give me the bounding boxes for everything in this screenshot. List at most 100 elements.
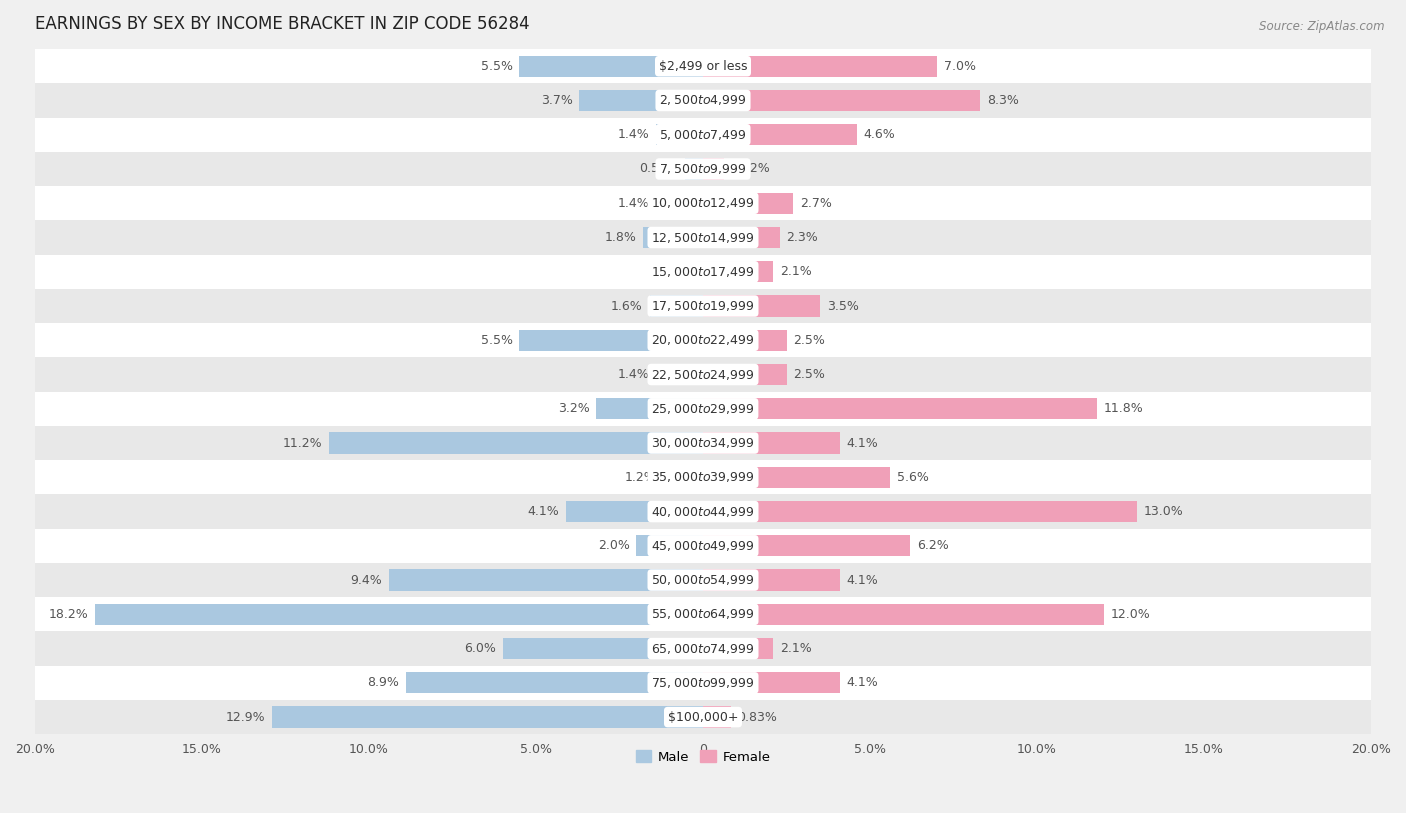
Bar [657,124,703,146]
Text: $65,000 to $74,999: $65,000 to $74,999 [651,641,755,655]
Text: $2,499 or less: $2,499 or less [659,59,747,72]
Bar [703,535,910,556]
Bar [662,467,703,488]
Text: 2.1%: 2.1% [780,642,811,655]
Text: $17,500 to $19,999: $17,500 to $19,999 [651,299,755,313]
Bar [406,672,703,693]
Bar [703,227,780,248]
Text: 12.0%: 12.0% [1111,608,1150,621]
Bar [643,227,703,248]
Text: 0.83%: 0.83% [737,711,778,724]
Text: 1.4%: 1.4% [617,128,650,141]
Text: $50,000 to $54,999: $50,000 to $54,999 [651,573,755,587]
Bar [703,467,890,488]
Text: $75,000 to $99,999: $75,000 to $99,999 [651,676,755,690]
Text: 2.7%: 2.7% [800,197,832,210]
Bar [703,433,839,454]
Text: 0.53%: 0.53% [638,163,679,176]
Bar [35,460,1371,494]
Text: 3.5%: 3.5% [827,299,859,312]
Bar [519,329,703,351]
Text: 4.1%: 4.1% [527,505,560,518]
Bar [567,501,703,522]
Bar [35,152,1371,186]
Bar [389,569,703,591]
Text: 3.2%: 3.2% [558,402,589,415]
Bar [35,666,1371,700]
Text: 2.0%: 2.0% [598,539,630,552]
Text: 4.1%: 4.1% [846,437,879,450]
Text: 0.62%: 0.62% [730,163,770,176]
Bar [35,700,1371,734]
Text: $45,000 to $49,999: $45,000 to $49,999 [651,539,755,553]
Bar [35,254,1371,289]
Bar [273,706,703,728]
Text: $10,000 to $12,499: $10,000 to $12,499 [651,196,755,211]
Bar [579,90,703,111]
Bar [35,220,1371,254]
Bar [685,159,703,180]
Bar [657,193,703,214]
Bar [35,632,1371,666]
Text: $20,000 to $22,499: $20,000 to $22,499 [651,333,755,347]
Text: 1.2%: 1.2% [624,471,657,484]
Bar [35,494,1371,528]
Text: 1.4%: 1.4% [617,197,650,210]
Text: $55,000 to $64,999: $55,000 to $64,999 [651,607,755,621]
Text: 9.4%: 9.4% [350,573,382,586]
Bar [703,398,1097,420]
Bar [703,569,839,591]
Text: 11.2%: 11.2% [283,437,322,450]
Text: $15,000 to $17,499: $15,000 to $17,499 [651,265,755,279]
Bar [519,55,703,77]
Text: 2.1%: 2.1% [780,265,811,278]
Bar [703,672,839,693]
Bar [35,289,1371,323]
Bar [697,261,703,282]
Bar [657,364,703,385]
Text: 8.9%: 8.9% [367,676,399,689]
Text: 13.0%: 13.0% [1144,505,1184,518]
Bar [35,84,1371,118]
Text: 2.3%: 2.3% [786,231,818,244]
Text: 2.5%: 2.5% [793,368,825,381]
Text: 6.0%: 6.0% [464,642,496,655]
Text: 5.6%: 5.6% [897,471,928,484]
Text: 8.3%: 8.3% [987,94,1019,107]
Text: $35,000 to $39,999: $35,000 to $39,999 [651,470,755,485]
Text: 4.6%: 4.6% [863,128,896,141]
Text: 1.6%: 1.6% [612,299,643,312]
Text: 4.1%: 4.1% [846,573,879,586]
Bar [703,364,786,385]
Text: 0.18%: 0.18% [651,265,690,278]
Bar [636,535,703,556]
Bar [703,706,731,728]
Text: $7,500 to $9,999: $7,500 to $9,999 [659,162,747,176]
Bar [502,638,703,659]
Text: $12,500 to $14,999: $12,500 to $14,999 [651,231,755,245]
Bar [650,295,703,316]
Text: $2,500 to $4,999: $2,500 to $4,999 [659,93,747,107]
Bar [35,49,1371,84]
Bar [35,358,1371,392]
Bar [703,295,820,316]
Text: 6.2%: 6.2% [917,539,949,552]
Text: 11.8%: 11.8% [1104,402,1143,415]
Text: $22,500 to $24,999: $22,500 to $24,999 [651,367,755,381]
Bar [703,124,856,146]
Bar [35,598,1371,632]
Text: Source: ZipAtlas.com: Source: ZipAtlas.com [1260,20,1385,33]
Bar [703,159,724,180]
Text: 18.2%: 18.2% [49,608,89,621]
Text: $30,000 to $34,999: $30,000 to $34,999 [651,436,755,450]
Bar [703,90,980,111]
Bar [703,604,1104,625]
Legend: Male, Female: Male, Female [630,746,776,769]
Bar [35,186,1371,220]
Text: 3.7%: 3.7% [541,94,572,107]
Bar [703,638,773,659]
Bar [703,329,786,351]
Bar [96,604,703,625]
Text: 2.5%: 2.5% [793,334,825,347]
Text: 1.4%: 1.4% [617,368,650,381]
